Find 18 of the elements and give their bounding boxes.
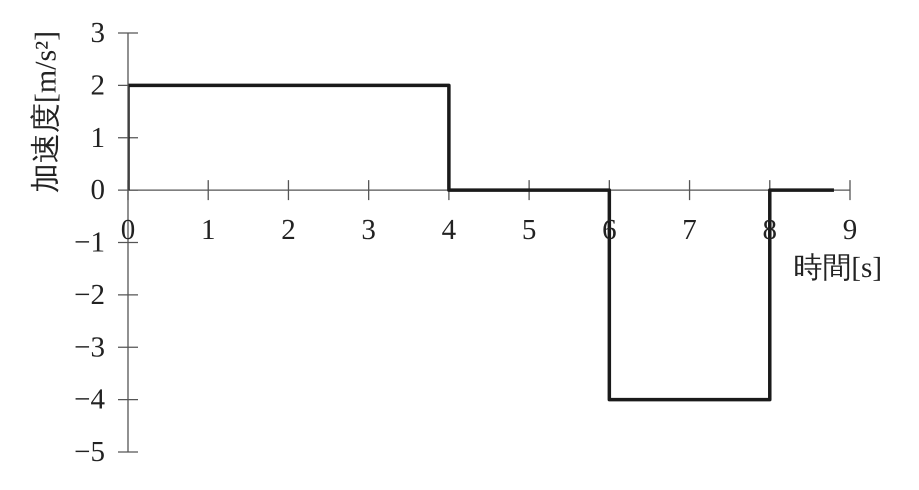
x-tick-label: 3 xyxy=(361,214,376,246)
y-tick-label: −1 xyxy=(74,226,105,258)
y-tick-label: −2 xyxy=(74,278,105,311)
y-tick-label: 1 xyxy=(90,122,105,154)
x-tick-label: 4 xyxy=(442,214,457,246)
y-axis-title: 加速度[m/s²] xyxy=(30,30,62,194)
y-tick-label: −5 xyxy=(74,436,105,468)
x-axis-title: 時間[s] xyxy=(793,252,882,284)
x-tick-label: 5 xyxy=(522,214,536,246)
x-tick-label: 1 xyxy=(200,214,216,246)
y-tick-label: 3 xyxy=(90,17,105,49)
y-tick-label: 0 xyxy=(90,174,105,206)
y-tick-label: 2 xyxy=(90,69,105,102)
y-tick-label: −3 xyxy=(74,331,105,364)
y-tick-label: −4 xyxy=(74,384,106,416)
x-tick-label: 7 xyxy=(682,214,697,246)
x-tick-label: 9 xyxy=(842,214,858,246)
x-tick-label: 2 xyxy=(281,214,296,246)
